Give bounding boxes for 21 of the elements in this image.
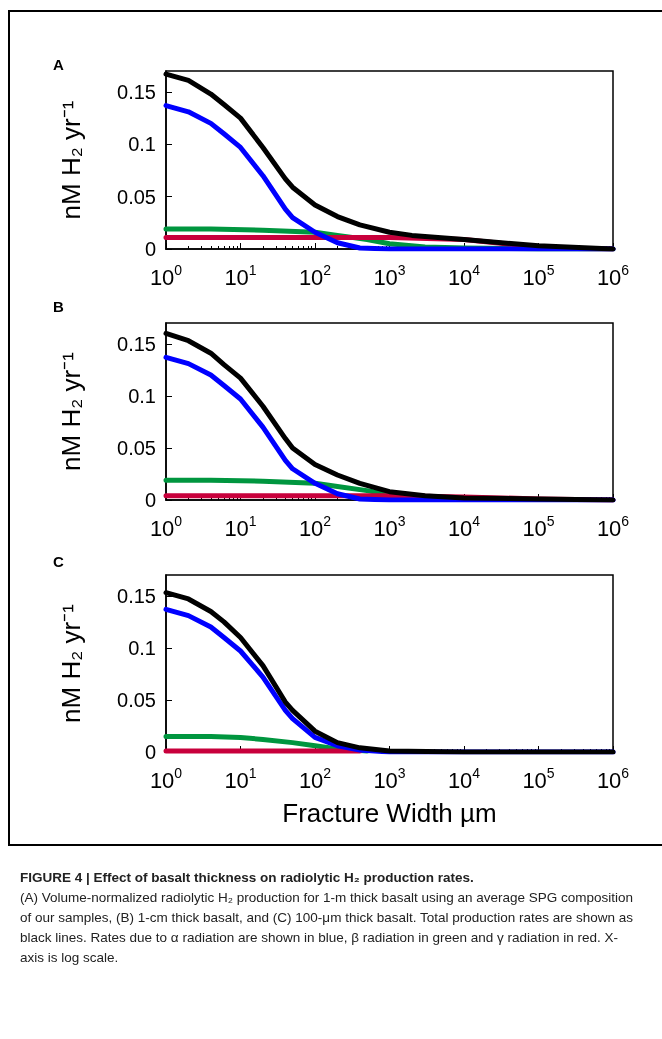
y-tick-label: 0 — [144, 741, 156, 763]
chart-title: A — [53, 56, 64, 73]
y-tick-label: 0.15 — [117, 332, 156, 355]
y-tick-label: 0 — [144, 238, 156, 260]
y-tick-label: 0.1 — [128, 384, 156, 407]
y-tick-label: 0.05 — [117, 688, 156, 711]
chart-title: B — [53, 298, 64, 315]
chart-title: C — [53, 553, 64, 570]
y-tick-label: 0.05 — [117, 436, 156, 459]
y-tick-label: 0.15 — [117, 80, 156, 103]
x-axis-title: Fracture Width µm — [282, 798, 497, 828]
y-axis-title: nM H₂ yr⁻¹ — [56, 100, 86, 220]
y-tick-label: 0 — [144, 489, 156, 511]
y-tick-label: 0.05 — [117, 185, 156, 208]
y-tick-label: 0.15 — [117, 584, 156, 607]
y-tick-label: 0.1 — [128, 133, 156, 156]
y-tick-label: 0.1 — [128, 636, 156, 659]
y-axis-title: nM H₂ yr⁻¹ — [56, 603, 86, 723]
caption: FIGURE 4 | Effect of basalt thickness on radiolytic H₂ production rates. — [20, 869, 475, 887]
text: (A) Volume-normalized radiolytic H₂ production for 1-m thick basalt using an average SPG composition of our samples, (B) 1-cm thick basalt, and (C) 100-μm thick basalt. Total production rates are shown as black lines. Rates due to α radiation are shown in blue, β radiation in green and γ radiation in red. X-axis is log scale. — [20, 889, 635, 967]
y-axis-title: nM H₂ yr⁻¹ — [56, 351, 86, 471]
